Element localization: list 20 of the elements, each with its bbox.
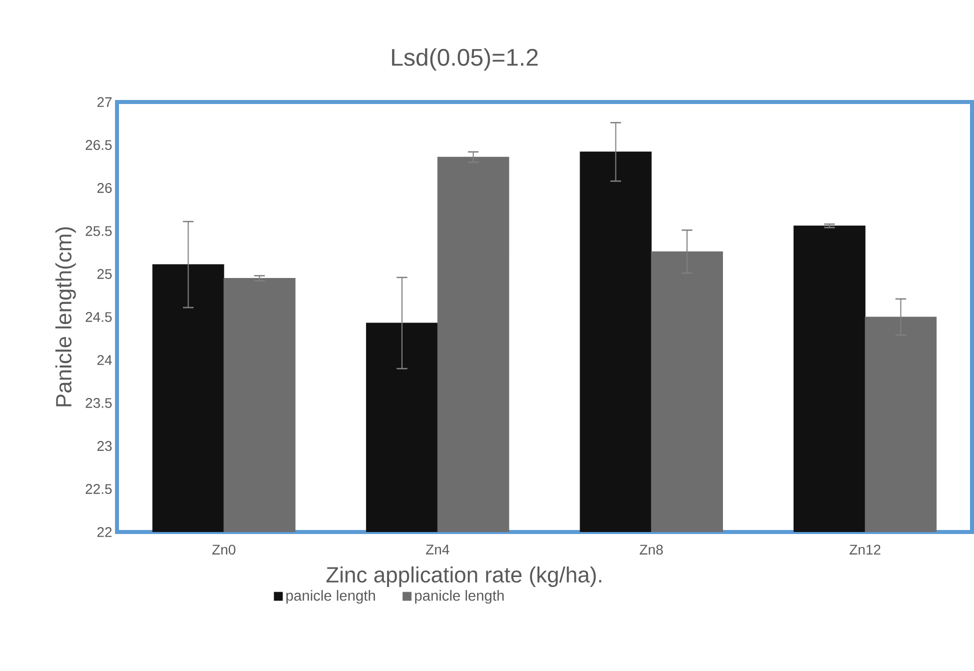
y-axis-title: Panicle length(cm) [55, 227, 76, 406]
x-tick-label: Zn4 [426, 544, 450, 554]
y-tick-label: 25 [97, 269, 112, 279]
y-tick-label: 26.5 [86, 140, 112, 150]
chart-title: Lsd(0.05)=1.2 [392, 48, 538, 71]
x-tick-label: Zn8 [640, 544, 663, 555]
y-tick-label: 26 [97, 183, 112, 193]
y-tick-label: 22.5 [86, 484, 112, 494]
y-tick-label: 23.5 [86, 398, 112, 408]
y-tick-label: 27 [97, 97, 112, 107]
x-axis-title: Zinc application rate (kg/ha). [326, 566, 602, 587]
x-tick-label: Zn12 [850, 544, 880, 554]
legend-label: panicle length [286, 590, 375, 604]
y-tick-label: 24 [97, 355, 112, 365]
y-tick-label: 22 [97, 527, 112, 537]
legend-label: panicle length [415, 590, 504, 604]
y-tick-label: 23 [97, 441, 112, 451]
x-tick-label: Zn0 [212, 544, 236, 555]
y-tick-label: 24.5 [86, 312, 112, 322]
y-tick-label: 25.5 [86, 226, 112, 236]
